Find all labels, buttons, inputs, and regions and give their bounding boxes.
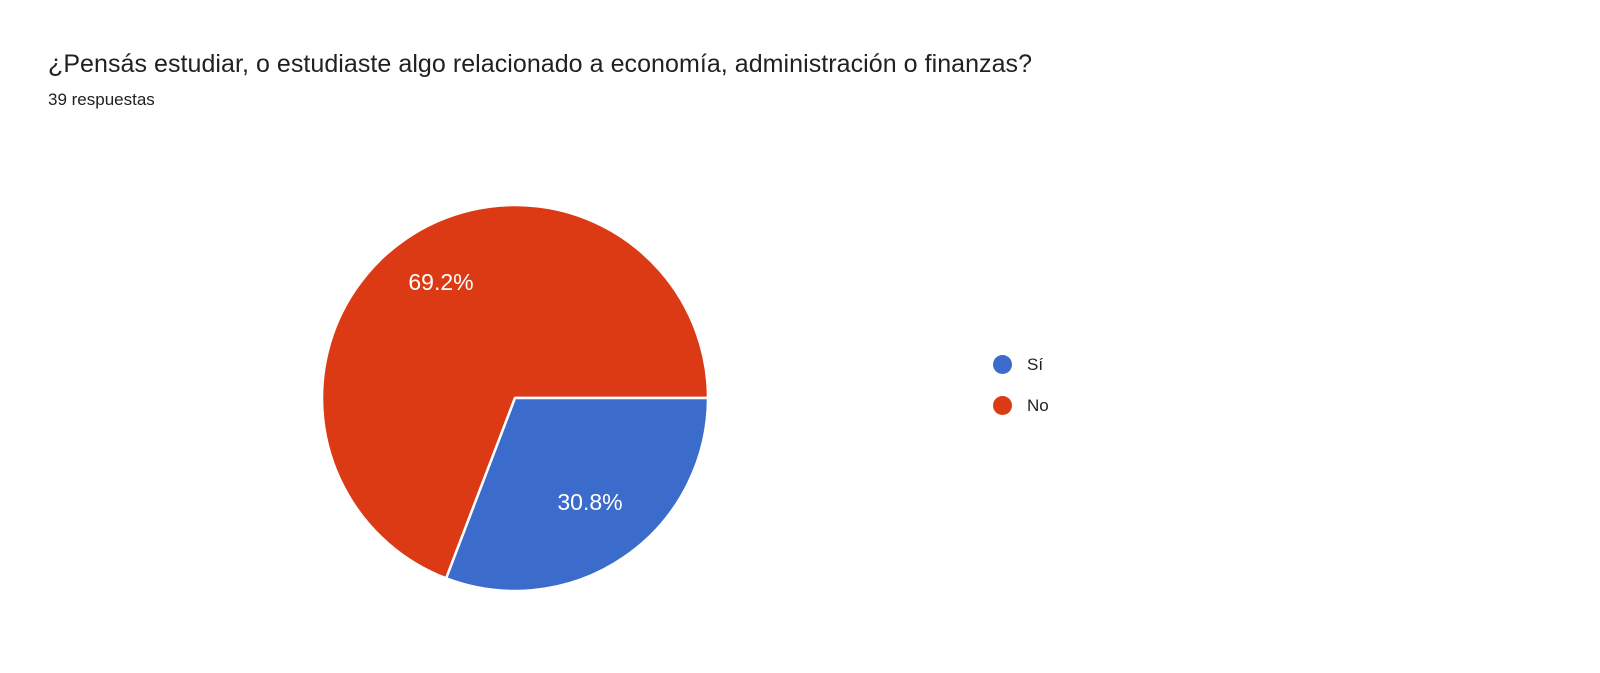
- pie-chart-plot-area: 69.2% 30.8% Sí No: [0, 150, 1600, 673]
- legend-swatch-si-icon: [993, 355, 1012, 374]
- pie-slice-no[interactable]: [320, 203, 710, 580]
- legend-swatch-no-icon: [993, 396, 1012, 415]
- pie-slice-label-no: 69.2%: [408, 269, 473, 295]
- pie-chart-svg: 69.2% 30.8%: [320, 203, 710, 593]
- pie-slice-label-si: 30.8%: [557, 489, 622, 515]
- legend-label-si: Sí: [1027, 355, 1044, 374]
- chart-legend: Sí No: [993, 351, 1049, 433]
- legend-item-si[interactable]: Sí: [993, 351, 1049, 378]
- legend-item-no[interactable]: No: [993, 392, 1049, 419]
- response-count-label: 39 respuestas: [48, 90, 155, 109]
- pie-slice-si[interactable]: [444, 396, 710, 593]
- legend-label-no: No: [1027, 396, 1049, 415]
- chart-question-title: ¿Pensás estudiar, o estudiaste algo rela…: [48, 50, 1033, 78]
- chart-header: ¿Pensás estudiar, o estudiaste algo rela…: [48, 48, 1448, 111]
